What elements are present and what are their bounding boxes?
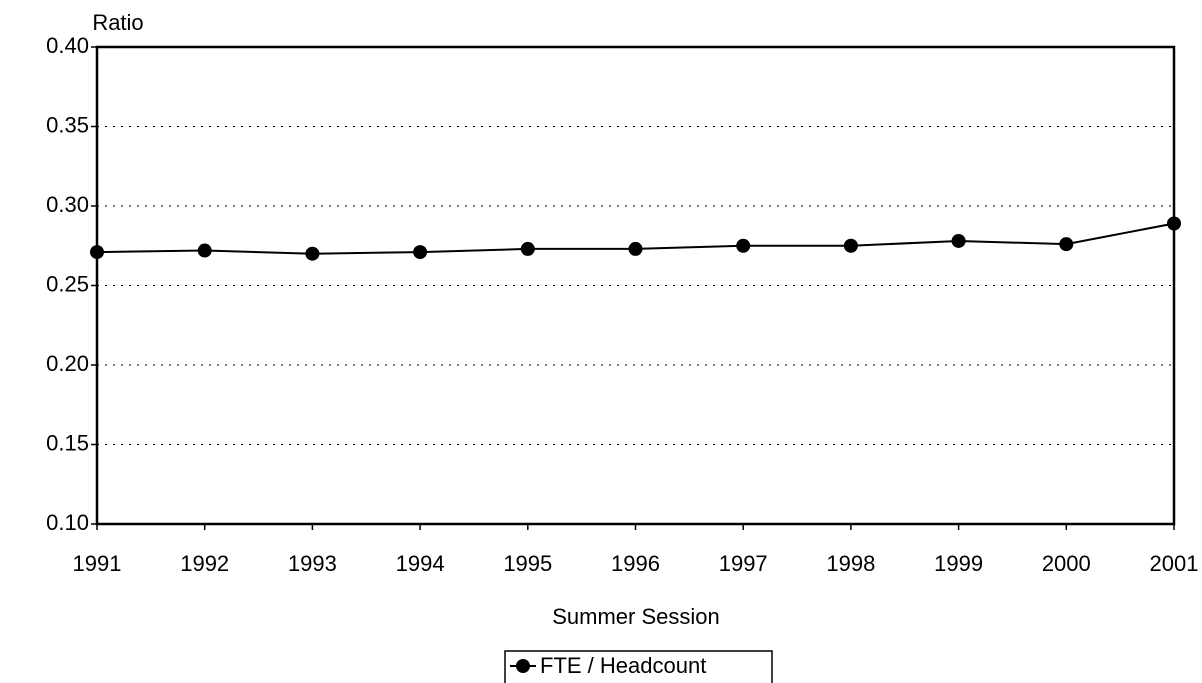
legend-box [504,650,773,683]
y-tick-label: 0.40 [46,33,89,58]
data-point [736,238,751,253]
x-tick-label: 1998 [826,551,875,576]
y-tick-label: 0.10 [46,510,89,535]
data-point [1167,216,1181,231]
y-tick-label: 0.20 [46,351,89,376]
x-tick-label: 1991 [73,551,122,576]
data-point [90,245,104,260]
plot-frame [95,45,1176,526]
data-point [951,233,966,248]
data-point [628,241,643,256]
x-tick-label: 1995 [503,551,552,576]
data-point [197,243,212,258]
legend-label: FTE / Headcount [540,653,706,678]
x-tick-label: 1992 [180,551,229,576]
x-tick-label: 1993 [288,551,337,576]
y-tick-label: 0.25 [46,271,89,296]
x-tick-label: 1994 [396,551,445,576]
data-point [413,245,428,260]
x-tick-label: 2001 [1150,551,1199,576]
data-point [520,241,535,256]
x-tick-label: 2000 [1042,551,1091,576]
data-point [843,238,858,253]
x-tick-label: 1999 [934,551,983,576]
x-tick-label: 1996 [611,551,660,576]
x-axis-label: Summer Session [552,604,720,629]
y-tick-label: 0.35 [46,112,89,137]
y-axis-label: Ratio [92,10,143,35]
x-tick-label: 1997 [719,551,768,576]
data-point [305,246,320,261]
data-point [1059,237,1074,252]
y-tick-label: 0.30 [46,192,89,217]
y-tick-label: 0.15 [46,430,89,455]
legend-marker [516,659,530,673]
